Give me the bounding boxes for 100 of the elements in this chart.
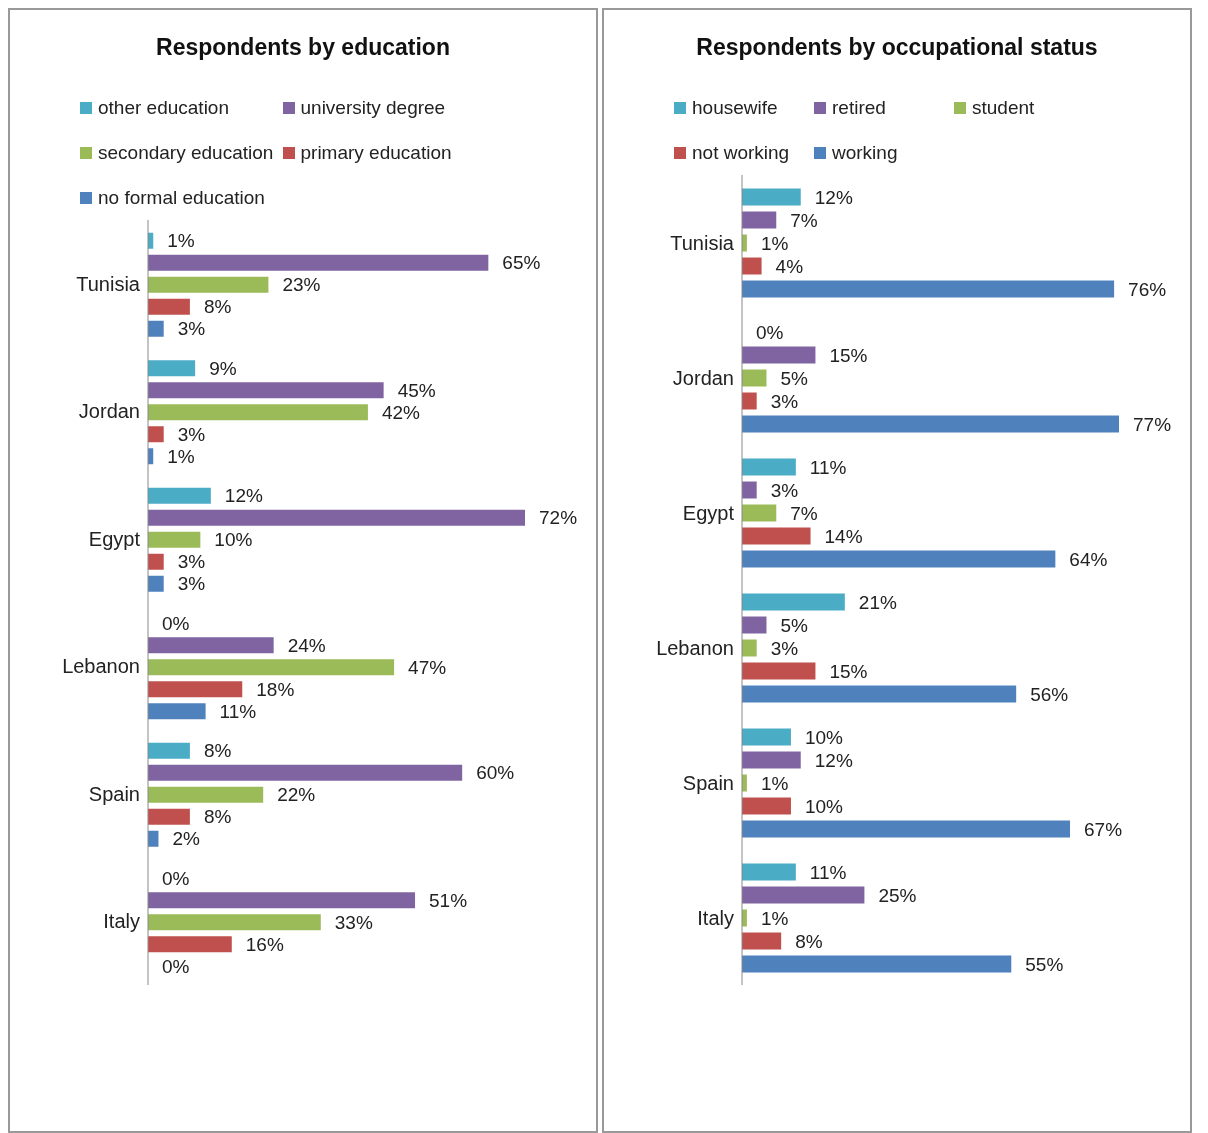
data-label: 21% [858, 591, 897, 613]
bar [742, 504, 777, 522]
data-label: 14% [824, 525, 863, 547]
bar [148, 553, 164, 570]
data-label: 2% [172, 828, 201, 850]
data-label: 76% [1128, 278, 1167, 300]
bar [148, 320, 164, 337]
y-tick-label: Tunisia [76, 272, 141, 295]
bar [742, 415, 1119, 433]
data-label: 8% [203, 806, 232, 828]
chart-title: Respondents by occupational status [695, 34, 1099, 61]
data-label: 3% [770, 637, 799, 659]
data-label: 3% [177, 551, 206, 573]
data-label: 45% [397, 379, 436, 401]
bar [742, 257, 762, 275]
data-label: 3% [177, 423, 206, 445]
bar [742, 392, 757, 410]
bar [148, 254, 489, 271]
bar [742, 211, 777, 229]
data-label: 0% [162, 612, 190, 634]
y-tick-label: Lebanon [62, 655, 140, 678]
legend-label: university degree [300, 96, 446, 119]
data-label: 64% [1069, 548, 1108, 570]
bar [148, 531, 201, 548]
data-label: 1% [167, 230, 195, 252]
bar [148, 298, 190, 315]
bar [148, 808, 190, 825]
data-label: 72% [539, 507, 578, 529]
legend-label: no formal education [98, 186, 265, 209]
y-tick-label: Lebanon [656, 636, 734, 659]
data-label: 42% [381, 401, 421, 423]
bar [148, 681, 243, 698]
legend-label: student [972, 96, 1035, 119]
bar [742, 458, 796, 476]
bar [742, 797, 791, 815]
data-label: 15% [829, 660, 868, 682]
bar [742, 593, 845, 611]
y-tick-label: Spain [682, 771, 734, 794]
data-label: 8% [203, 740, 232, 762]
bar [742, 728, 791, 746]
data-label: 1% [760, 772, 789, 794]
data-label: 0% [756, 321, 784, 343]
legend-label: housewife [692, 96, 778, 119]
bar [148, 742, 190, 759]
data-label: 9% [209, 357, 237, 379]
data-label: 18% [256, 678, 295, 700]
legend-label: not working [692, 141, 790, 164]
y-tick-label: Egypt [88, 527, 141, 550]
y-tick-label: Italy [697, 906, 734, 929]
data-label: 3% [770, 390, 799, 412]
data-label: 12% [814, 749, 853, 771]
bar [742, 751, 801, 769]
data-label: 1% [167, 445, 195, 467]
bar [742, 820, 1071, 838]
legend-label: retired [832, 96, 886, 119]
bar [148, 276, 269, 293]
data-label: 11% [809, 456, 847, 478]
y-tick-label: Tunisia [670, 231, 735, 254]
data-label: 60% [476, 762, 515, 784]
bar [148, 404, 368, 421]
data-label: 12% [814, 186, 853, 208]
data-label: 8% [795, 930, 823, 952]
bar [148, 637, 274, 654]
data-label: 16% [245, 933, 284, 955]
data-label: 22% [277, 784, 316, 806]
data-label: 11% [809, 861, 847, 883]
data-label: 3% [177, 573, 206, 595]
bar [148, 487, 211, 504]
bar [148, 936, 232, 953]
y-tick-label: Italy [103, 910, 140, 933]
bar [148, 914, 321, 931]
data-label: 10% [214, 529, 253, 551]
bar [148, 426, 164, 443]
y-tick-label: Jordan [672, 366, 734, 389]
legend-label: secondary education [98, 141, 274, 164]
data-label: 33% [334, 911, 373, 933]
bar [742, 481, 757, 499]
bar [742, 955, 1012, 973]
data-label: 55% [1025, 953, 1064, 975]
bar [742, 550, 1056, 568]
data-label: 0% [162, 955, 190, 977]
bar [148, 703, 206, 720]
legend-label: primary education [300, 141, 452, 164]
data-label: 77% [1133, 413, 1172, 435]
bar [148, 360, 196, 377]
bar [148, 509, 525, 526]
bar [742, 527, 811, 545]
bar [148, 786, 264, 803]
legend-label: working [832, 141, 898, 164]
data-label: 11% [219, 700, 257, 722]
data-label: 15% [829, 344, 868, 366]
data-label: 12% [224, 485, 263, 507]
bar [742, 616, 767, 634]
data-label: 1% [760, 232, 789, 254]
data-label: 10% [804, 726, 844, 748]
bar [742, 369, 767, 387]
data-label: 25% [878, 884, 917, 906]
data-label: 4% [775, 255, 804, 277]
data-label: 56% [1030, 683, 1069, 705]
data-label: 3% [177, 318, 206, 340]
